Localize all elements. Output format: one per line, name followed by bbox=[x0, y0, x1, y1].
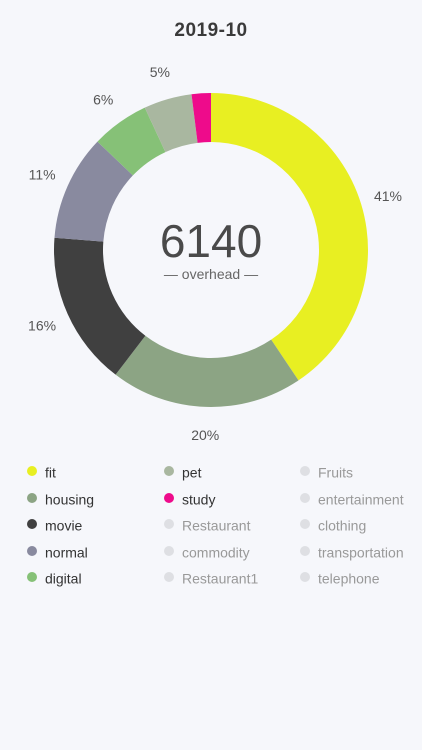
total-amount: 6140 bbox=[159, 215, 263, 267]
legend-item-fruits[interactable]: Fruits bbox=[300, 461, 353, 481]
donut-chart: 41% 20% 16% 11% 6% 5% bbox=[28, 64, 402, 443]
legend-dot-icon bbox=[300, 466, 310, 477]
donut-slice-normal[interactable] bbox=[54, 141, 133, 242]
donut-slices bbox=[54, 93, 369, 407]
legend-label: pet bbox=[182, 464, 202, 481]
legend-item-pet[interactable]: pet bbox=[164, 461, 201, 481]
legend-label: clothing bbox=[318, 517, 367, 534]
legend-label: digital bbox=[45, 570, 82, 587]
legend-dot-icon bbox=[300, 572, 310, 583]
legend-label: Restaurant bbox=[182, 517, 251, 534]
legend-dot-icon bbox=[27, 466, 37, 477]
legend-dot-icon bbox=[300, 492, 310, 503]
donut-percent-labels: 41% 20% 16% 11% 6% 5% bbox=[28, 64, 402, 443]
chart-title: 2019-10 bbox=[174, 20, 248, 41]
donut-slice-fit[interactable] bbox=[211, 93, 369, 381]
legend-item-restaurant[interactable]: Restaurant bbox=[164, 514, 250, 534]
legend-label: normal bbox=[45, 543, 88, 560]
donut-slice-digital[interactable] bbox=[97, 107, 166, 176]
legend-dot-icon bbox=[27, 519, 37, 530]
legend-dot-icon bbox=[300, 519, 310, 530]
legend-item-housing[interactable]: housing bbox=[27, 488, 94, 508]
legend-item-transportation[interactable]: transportation bbox=[300, 541, 404, 561]
donut-slice-pet[interactable] bbox=[144, 94, 198, 153]
legend-item-clothing[interactable]: clothing bbox=[300, 514, 366, 534]
legend-dot-icon bbox=[27, 545, 37, 556]
legend-item-commodity[interactable]: commodity bbox=[164, 541, 250, 561]
legend-label: transportation bbox=[318, 543, 404, 560]
legend-item-study[interactable]: study bbox=[164, 488, 215, 508]
legend-item-digital[interactable]: digital bbox=[27, 567, 82, 587]
legend-label: housing bbox=[45, 490, 95, 507]
legend-label: commodity bbox=[182, 543, 250, 560]
legend-dot-icon bbox=[164, 545, 174, 556]
legend-item-entertainment[interactable]: entertainment bbox=[300, 488, 404, 508]
legend-dot-icon bbox=[300, 545, 310, 556]
percent-label-pet: 5% bbox=[150, 64, 170, 80]
legend-dot-icon bbox=[164, 572, 174, 583]
legend-item-movie[interactable]: movie bbox=[27, 514, 82, 534]
legend-dot-icon bbox=[164, 492, 174, 503]
percent-label-normal: 11% bbox=[29, 167, 56, 183]
legend-item-fit[interactable]: fit bbox=[27, 461, 56, 481]
legend-dot-icon bbox=[27, 572, 37, 583]
legend-dot-icon bbox=[27, 492, 37, 503]
percent-label-housing: 20% bbox=[191, 427, 219, 443]
donut-slice-study[interactable] bbox=[191, 93, 211, 143]
legend-label: study bbox=[182, 490, 216, 507]
legend-dot-icon bbox=[164, 519, 174, 530]
legend-label: telephone bbox=[318, 570, 380, 587]
donut-slice-housing[interactable] bbox=[115, 335, 299, 407]
legend-item-normal[interactable]: normal bbox=[27, 541, 88, 561]
legend-item-telephone[interactable]: telephone bbox=[300, 567, 380, 587]
legend-label: Restaurant1 bbox=[182, 570, 259, 587]
donut-slice-movie[interactable] bbox=[54, 237, 146, 375]
total-caption: — overhead — bbox=[163, 266, 259, 282]
legend-label: Fruits bbox=[318, 464, 353, 481]
legend-label: entertainment bbox=[318, 490, 404, 507]
percent-label-fit: 41% bbox=[374, 188, 402, 204]
percent-label-digital: 6% bbox=[93, 92, 113, 108]
legend-label: movie bbox=[45, 517, 83, 534]
legend-dot-icon bbox=[164, 466, 174, 477]
percent-label-movie: 16% bbox=[28, 317, 56, 333]
legend-label: fit bbox=[45, 464, 56, 481]
legend-item-restaurant1[interactable]: Restaurant1 bbox=[164, 567, 258, 587]
